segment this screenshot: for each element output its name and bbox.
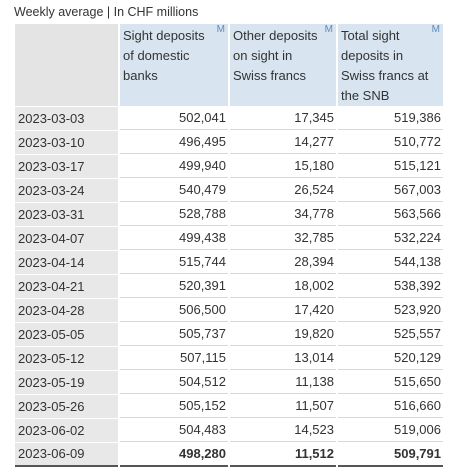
cell-other-deposits: 18,002 — [230, 275, 336, 298]
cell-domestic-banks: 505,737 — [120, 323, 228, 346]
cell-total: 538,392 — [338, 275, 443, 298]
cell-total: 510,772 — [338, 131, 443, 154]
table-row: 2023-03-03 502,041 17,345 519,386 — [15, 107, 443, 130]
cell-other-deposits: 13,014 — [230, 347, 336, 370]
row-date: 2023-03-24 — [15, 179, 118, 202]
row-date: 2023-05-05 — [15, 323, 118, 346]
cell-domestic-banks: 507,115 — [120, 347, 228, 370]
table-row: 2023-05-05 505,737 19,820 525,557 — [15, 323, 443, 346]
header-corner — [15, 24, 118, 106]
cell-total: 520,129 — [338, 347, 443, 370]
metadata-marker-link[interactable]: M — [324, 24, 333, 35]
cell-other-deposits: 32,785 — [230, 227, 336, 250]
cell-total: 519,386 — [338, 107, 443, 130]
table-row: 2023-04-21 520,391 18,002 538,392 — [15, 275, 443, 298]
cell-other-deposits: 17,345 — [230, 107, 336, 130]
table-row: 2023-05-19 504,512 11,138 515,650 — [15, 371, 443, 394]
table-row: 2023-04-28 506,500 17,420 523,920 — [15, 299, 443, 322]
cell-total: 523,920 — [338, 299, 443, 322]
row-date: 2023-04-28 — [15, 299, 118, 322]
row-date: 2023-04-14 — [15, 251, 118, 274]
row-date: 2023-04-21 — [15, 275, 118, 298]
cell-total: 525,557 — [338, 323, 443, 346]
table-row: 2023-03-17 499,940 15,180 515,121 — [15, 155, 443, 178]
column-header-label: Other deposits on sight in Swiss francs — [233, 28, 318, 83]
cell-domestic-banks: 505,152 — [120, 395, 228, 418]
cell-total: 516,660 — [338, 395, 443, 418]
table-row: 2023-03-24 540,479 26,524 567,003 — [15, 179, 443, 202]
cell-domestic-banks: 520,391 — [120, 275, 228, 298]
cell-domestic-banks: 515,744 — [120, 251, 228, 274]
cell-total: 515,650 — [338, 371, 443, 394]
table-row: 2023-03-10 496,495 14,277 510,772 — [15, 131, 443, 154]
column-header-domestic-banks: Sight deposits of domestic banks M — [120, 24, 228, 106]
cell-other-deposits: 14,523 — [230, 419, 336, 442]
cell-domestic-banks: 496,495 — [120, 131, 228, 154]
table-row: 2023-04-07 499,438 32,785 532,224 — [15, 227, 443, 250]
cell-other-deposits: 17,420 — [230, 299, 336, 322]
cell-other-deposits: 19,820 — [230, 323, 336, 346]
row-date: 2023-03-10 — [15, 131, 118, 154]
cell-domestic-banks: 499,438 — [120, 227, 228, 250]
cell-total: 544,138 — [338, 251, 443, 274]
metadata-marker-link[interactable]: M — [216, 24, 225, 35]
cell-total: 515,121 — [338, 155, 443, 178]
cell-other-deposits: 11,138 — [230, 371, 336, 394]
cell-domestic-banks: 504,483 — [120, 419, 228, 442]
cell-other-deposits: 26,524 — [230, 179, 336, 202]
cell-other-deposits: 11,507 — [230, 395, 336, 418]
sight-deposits-table: Sight deposits of domestic banks M Other… — [13, 23, 445, 468]
cell-domestic-banks: 502,041 — [120, 107, 228, 130]
column-header-other-deposits: Other deposits on sight in Swiss francs … — [230, 24, 336, 106]
column-header-label: Sight deposits of domestic banks — [123, 28, 205, 83]
cell-domestic-banks: 506,500 — [120, 299, 228, 322]
cell-total: 509,791 — [338, 443, 443, 467]
cell-other-deposits: 15,180 — [230, 155, 336, 178]
cell-other-deposits: 11,512 — [230, 443, 336, 467]
row-date: 2023-05-19 — [15, 371, 118, 394]
table-row: 2023-06-02 504,483 14,523 519,006 — [15, 419, 443, 442]
column-header-label: Total sight deposits in Swiss francs at … — [341, 28, 429, 103]
cell-other-deposits: 14,277 — [230, 131, 336, 154]
cell-domestic-banks: 504,512 — [120, 371, 228, 394]
table-row: 2023-05-12 507,115 13,014 520,129 — [15, 347, 443, 370]
cell-total: 563,566 — [338, 203, 443, 226]
table-subtitle: Weekly average | In CHF millions — [14, 5, 199, 19]
cell-total: 519,006 — [338, 419, 443, 442]
table-row-latest: 2023-06-09 498,280 11,512 509,791 — [15, 443, 443, 467]
row-date: 2023-06-02 — [15, 419, 118, 442]
cell-total: 567,003 — [338, 179, 443, 202]
row-date: 2023-05-12 — [15, 347, 118, 370]
header-row: Sight deposits of domestic banks M Other… — [15, 24, 443, 106]
cell-other-deposits: 28,394 — [230, 251, 336, 274]
table-row: 2023-04-14 515,744 28,394 544,138 — [15, 251, 443, 274]
metadata-marker-link[interactable]: M — [431, 24, 440, 35]
table-row: 2023-05-26 505,152 11,507 516,660 — [15, 395, 443, 418]
cell-total: 532,224 — [338, 227, 443, 250]
table-body: 2023-03-03 502,041 17,345 519,386 2023-0… — [15, 107, 443, 467]
row-date: 2023-04-07 — [15, 227, 118, 250]
row-date: 2023-05-26 — [15, 395, 118, 418]
row-date: 2023-03-31 — [15, 203, 118, 226]
row-date: 2023-03-17 — [15, 155, 118, 178]
cell-domestic-banks: 528,788 — [120, 203, 228, 226]
table-row: 2023-03-31 528,788 34,778 563,566 — [15, 203, 443, 226]
column-header-total-sight-deposits: Total sight deposits in Swiss francs at … — [338, 24, 443, 106]
row-date: 2023-06-09 — [15, 443, 118, 467]
cell-domestic-banks: 540,479 — [120, 179, 228, 202]
cell-other-deposits: 34,778 — [230, 203, 336, 226]
row-date: 2023-03-03 — [15, 107, 118, 130]
cell-domestic-banks: 498,280 — [120, 443, 228, 467]
cell-domestic-banks: 499,940 — [120, 155, 228, 178]
